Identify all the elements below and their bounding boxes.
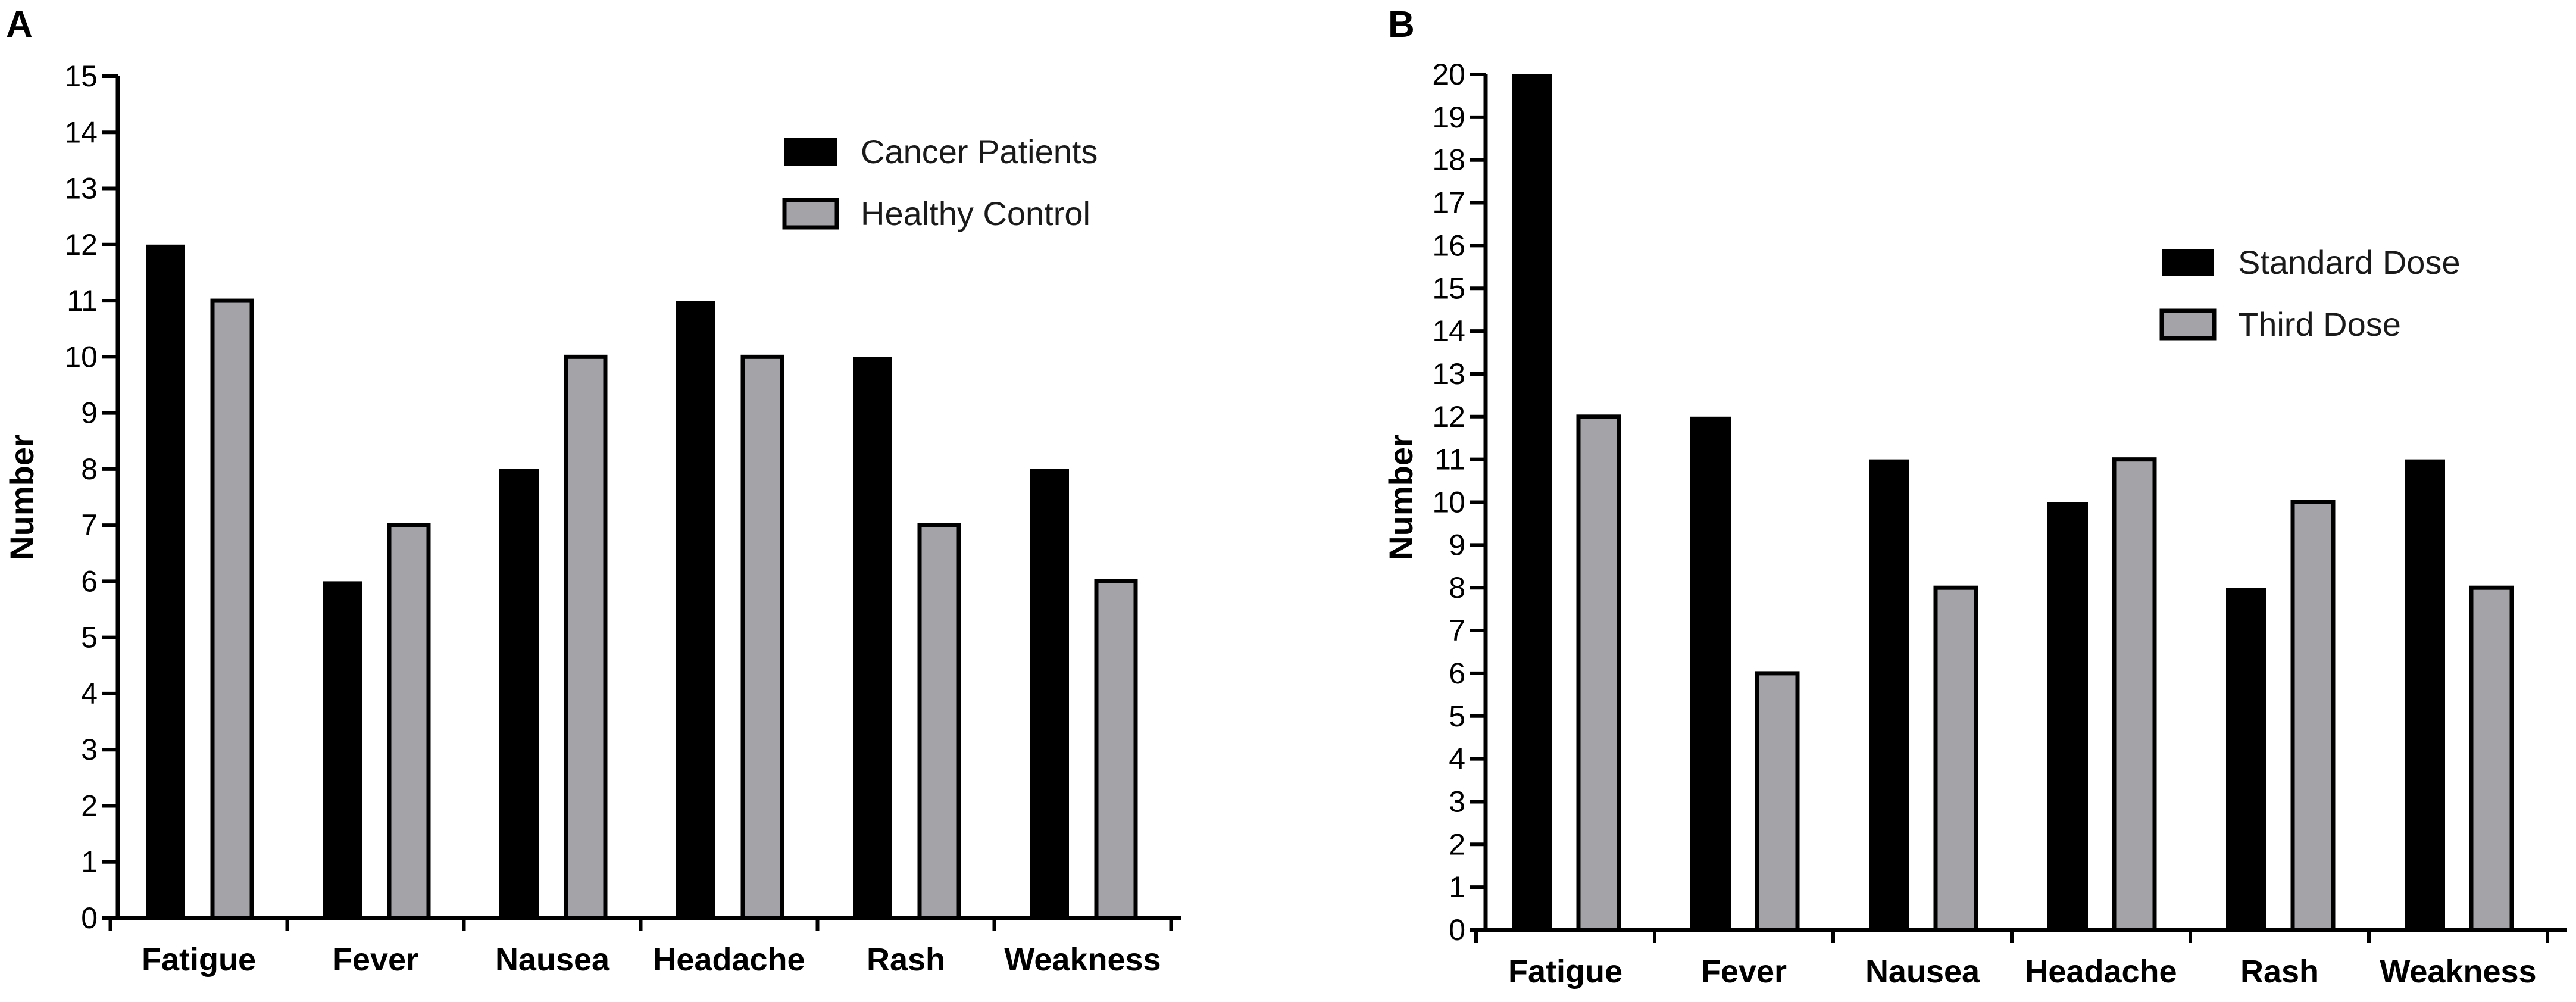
bar-cancer-patients-fever	[323, 581, 362, 918]
y-tick-label: 14	[1432, 314, 1465, 348]
panel-label: B	[1388, 4, 1415, 45]
bar-third-dose-headache	[2112, 457, 2157, 932]
y-tick-label: 4	[81, 677, 98, 710]
y-tick-label: 2	[81, 789, 98, 822]
x-category-label: Headache	[2025, 954, 2177, 989]
bar-third-dose-fever	[1755, 671, 1800, 932]
legend-label: Standard Dose	[2238, 244, 2461, 281]
bar-standard-dose-headache	[2047, 502, 2088, 930]
y-tick-label: 16	[1432, 229, 1465, 262]
y-tick-label: 11	[1434, 443, 1465, 476]
y-tick-label: 15	[1432, 271, 1465, 305]
y-tick-label: 9	[81, 397, 98, 430]
y-tick-label: 10	[64, 340, 98, 373]
y-axis-title: Number	[1382, 434, 1420, 560]
bar-cancer-patients-nausea	[499, 469, 539, 918]
x-category-label: Nausea	[495, 942, 610, 978]
legend: Standard Dose Third Dose	[2159, 244, 2461, 343]
x-category-label: Fatigue	[142, 942, 256, 978]
y-tick-label: 11	[67, 284, 98, 317]
bar-third-dose-weakness	[2469, 585, 2514, 932]
y-tick-label: 13	[1432, 357, 1465, 391]
bar-cancer-patients-headache	[676, 301, 715, 919]
y-tick-label: 7	[1449, 614, 1465, 647]
bar-third-dose-nausea	[1933, 585, 1978, 932]
y-tick-label: 5	[1449, 700, 1465, 733]
x-category-label: Fever	[1701, 954, 1787, 989]
y-tick-label: 12	[1432, 400, 1465, 433]
legend-swatch	[2159, 308, 2217, 341]
bar-healthy-control-fatigue	[210, 298, 254, 920]
x-category-label: Rash	[867, 942, 945, 978]
x-category-label: Weakness	[1004, 942, 1161, 978]
y-tick-label: 20	[1432, 58, 1465, 91]
y-tick-label: 3	[81, 733, 98, 766]
y-tick-label: 1	[1449, 870, 1465, 904]
bar-cancer-patients-weakness	[1030, 469, 1069, 918]
y-tick-label: 5	[81, 621, 98, 654]
bar-healthy-control-nausea	[564, 354, 608, 920]
y-tick-label: 6	[1449, 657, 1465, 690]
legend-swatch	[2162, 249, 2214, 276]
y-tick-label: 18	[1432, 143, 1465, 177]
y-tick-label: 13	[64, 172, 98, 205]
bar-standard-dose-weakness	[2405, 459, 2445, 930]
y-tick-label: 0	[81, 901, 98, 935]
y-tick-label: 7	[81, 508, 98, 542]
x-category-label: Fatigue	[1508, 954, 1622, 989]
bar-healthy-control-rash	[917, 523, 961, 920]
y-tick-label: 8	[1449, 571, 1465, 604]
y-tick-label: 3	[1449, 785, 1465, 818]
chart-panel-b: B01234567891011121314151617181920Fatigue…	[1382, 4, 2567, 989]
y-tick-label: 10	[1432, 486, 1465, 519]
y-tick-label: 4	[1449, 742, 1465, 776]
bar-standard-dose-fever	[1690, 416, 1731, 930]
x-category-label: Headache	[653, 942, 805, 978]
y-tick-label: 17	[1432, 186, 1465, 220]
y-tick-label: 6	[81, 564, 98, 598]
y-tick-label: 2	[1449, 828, 1465, 861]
y-axis-title: Number	[3, 434, 40, 560]
y-tick-label: 0	[1449, 913, 1465, 947]
bar-cancer-patients-rash	[853, 357, 892, 918]
legend: Cancer Patients Healthy Control	[782, 133, 1098, 232]
x-category-label: Nausea	[1865, 954, 1980, 989]
legend-swatch	[782, 198, 839, 230]
bar-healthy-control-headache	[740, 354, 784, 920]
x-category-label: Rash	[2240, 954, 2319, 989]
y-tick-label: 8	[81, 452, 98, 486]
y-tick-label: 1	[81, 845, 98, 879]
y-tick-label: 9	[1449, 528, 1465, 561]
bar-cancer-patients-fatigue	[146, 244, 185, 918]
y-tick-label: 19	[1432, 101, 1465, 134]
bar-standard-dose-rash	[2226, 588, 2266, 930]
bar-third-dose-rash	[2290, 500, 2336, 932]
legend-label: Cancer Patients	[861, 133, 1098, 170]
y-tick-label: 14	[64, 116, 98, 149]
legend-label: Healthy Control	[861, 195, 1090, 232]
bar-healthy-control-fever	[387, 523, 431, 920]
bar-third-dose-fatigue	[1576, 414, 1621, 932]
bar-healthy-control-weakness	[1094, 579, 1138, 920]
y-tick-label: 15	[64, 60, 98, 93]
bar-standard-dose-nausea	[1869, 459, 1909, 930]
y-tick-label: 12	[64, 228, 98, 261]
x-category-label: Fever	[333, 942, 418, 978]
panel-label: A	[6, 4, 33, 45]
x-category-label: Weakness	[2380, 954, 2536, 989]
legend-swatch	[784, 138, 837, 166]
bar-standard-dose-fatigue	[1512, 74, 1552, 930]
legend-label: Third Dose	[2238, 305, 2401, 343]
